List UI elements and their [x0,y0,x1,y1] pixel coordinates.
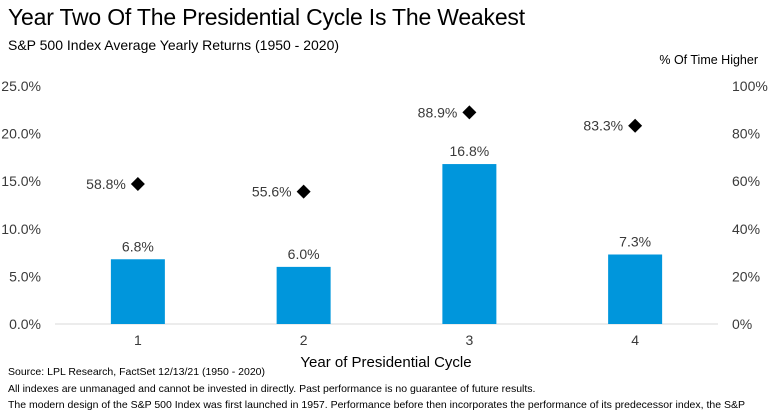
diamond-data-labels: 58.8% 55.6% 88.9% 83.3% [86,104,623,199]
diamond-point [130,177,145,192]
left-axis-tick-label: 25.0% [1,78,41,94]
bar-data-labels: 6.8% 6.0% 16.8% 7.3% [122,143,651,262]
diamond-data-label: 83.3% [583,118,623,134]
right-axis-label: % Of Time Higher [659,53,758,67]
footnote-disclaimer: All indexes are unmanaged and cannot be … [8,383,536,395]
right-axis-tick-label: 60% [732,173,760,189]
chart-subtitle: S&P 500 Index Average Yearly Returns (19… [8,37,340,53]
diamond-data-label: 58.8% [86,176,126,192]
x-axis-ticks: 1 2 3 4 [134,332,639,348]
diamond-data-label: 55.6% [252,184,292,200]
right-axis-ticks: 0% 20% 40% 60% 80% 100% [732,78,768,332]
diamond-point [628,118,643,133]
x-axis-title: Year of Presidential Cycle [300,354,471,371]
bar [276,266,331,324]
left-axis-tick-label: 15.0% [1,173,41,189]
x-axis-tick-label: 4 [631,332,639,348]
bar-data-label: 7.3% [619,234,651,250]
right-axis-tick-label: 40% [732,221,760,237]
right-axis-tick-label: 20% [732,268,760,284]
footnote-index-history: The modern design of the S&P 500 Index w… [8,399,745,411]
bar-data-label: 16.8% [450,143,490,159]
bar-data-label: 6.8% [122,238,154,254]
x-axis-tick-label: 1 [134,332,142,348]
left-axis-tick-label: 10.0% [1,221,41,237]
left-axis-tick-label: 5.0% [9,268,41,284]
diamond-point [462,105,477,120]
left-axis-tick-label: 0.0% [9,316,41,332]
footnote-source: Source: LPL Research, FactSet 12/13/21 (… [8,366,266,378]
bar [110,259,165,324]
diamond-data-label: 88.9% [418,104,458,120]
right-axis-tick-label: 0% [732,316,752,332]
right-axis-tick-label: 80% [732,126,760,142]
chart-title: Year Two Of The Presidential Cycle Is Th… [8,4,525,30]
left-axis-ticks: 0.0% 5.0% 10.0% 15.0% 20.0% 25.0% [1,78,41,332]
diamond-series [130,105,643,199]
bar [442,164,497,324]
bar-data-label: 6.0% [288,246,320,262]
bar-series [110,164,663,324]
bar [608,254,663,324]
x-axis-tick-label: 3 [465,332,473,348]
left-axis-tick-label: 20.0% [1,126,41,142]
x-axis-tick-label: 2 [300,332,308,348]
diamond-point [296,184,311,199]
right-axis-tick-label: 100% [732,78,768,94]
